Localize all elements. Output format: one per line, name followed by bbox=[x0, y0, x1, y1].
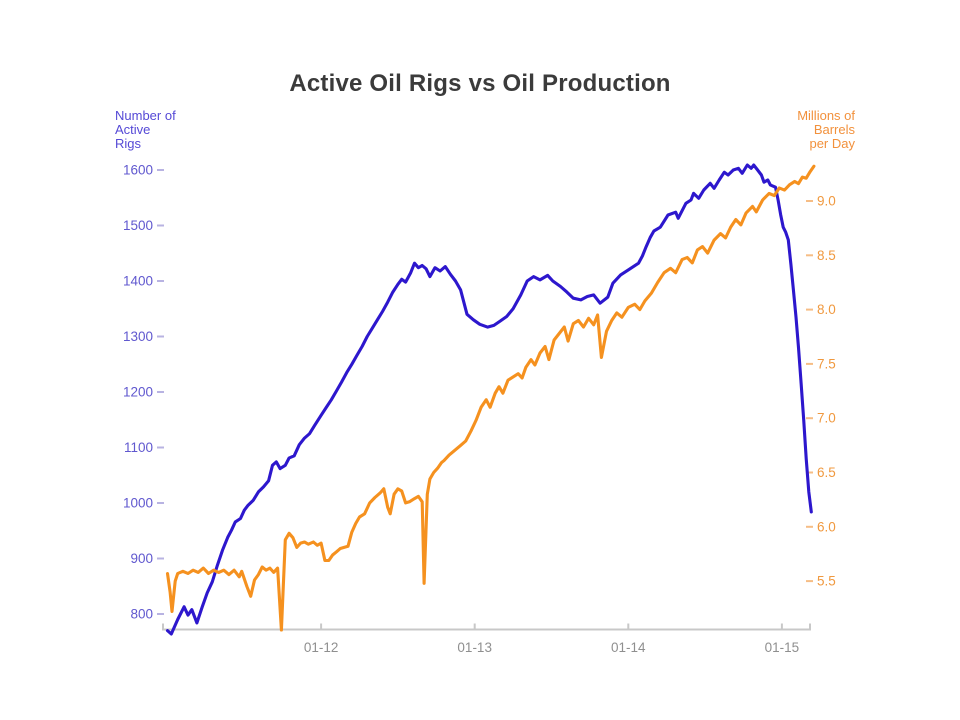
y-right-tick-label: 7.0 bbox=[817, 411, 836, 426]
y-left-tick-label: 1400 bbox=[123, 274, 153, 289]
y-right-tick-label: 8.5 bbox=[817, 248, 836, 263]
y-right-tick-label: 5.5 bbox=[817, 574, 836, 589]
y-left-tick-label: 1100 bbox=[124, 440, 153, 455]
left-axis-title-line: Number of bbox=[115, 108, 176, 123]
left-axis-title-line: Rigs bbox=[115, 136, 142, 151]
x-tick-label: 01-12 bbox=[304, 640, 339, 655]
right-axis-title-line: per Day bbox=[809, 136, 855, 151]
y-left-tick-label: 800 bbox=[130, 607, 153, 622]
y-right-tick-label: 6.0 bbox=[817, 519, 836, 534]
y-left-tick-label: 1600 bbox=[123, 163, 153, 178]
y-left-tick-label: 1000 bbox=[123, 496, 153, 511]
y-right-tick-label: 9.0 bbox=[817, 194, 836, 209]
x-tick-label: 01-13 bbox=[457, 640, 492, 655]
left-axis-title-line: Active bbox=[115, 122, 151, 137]
x-tick-label: 01-15 bbox=[765, 640, 800, 655]
x-tick-label: 01-14 bbox=[611, 640, 646, 655]
y-left-tick-label: 1200 bbox=[123, 385, 153, 400]
series-line-rigs bbox=[165, 163, 813, 636]
series-line-production bbox=[165, 164, 816, 632]
chart-title: Active Oil Rigs vs Oil Production bbox=[289, 70, 671, 97]
right-axis-title-line: Millions of bbox=[797, 108, 855, 123]
right-axis-title: Millions of Barrels per Day bbox=[797, 109, 855, 151]
right-axis-title-line: Barrels bbox=[813, 122, 855, 137]
y-right-tick-label: 8.0 bbox=[817, 302, 836, 317]
y-left-tick-label: 1300 bbox=[123, 329, 153, 344]
y-right-tick-label: 6.5 bbox=[817, 465, 836, 480]
y-left-tick-label: 1500 bbox=[123, 218, 153, 233]
y-right-tick-label: 7.5 bbox=[817, 356, 836, 371]
left-axis-title: Number of Active Rigs bbox=[115, 109, 176, 151]
y-left-tick-label: 900 bbox=[130, 551, 153, 566]
